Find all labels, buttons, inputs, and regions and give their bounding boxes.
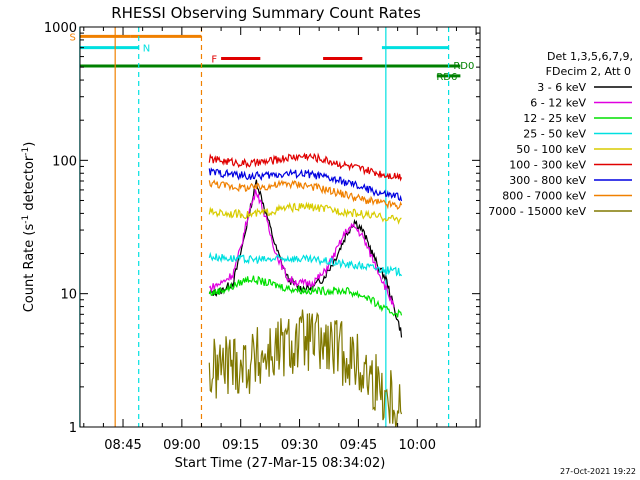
series-line-50-100-kev [208,201,402,225]
flag-label-n: N [143,44,150,55]
y-label-part3: ) [22,142,37,147]
x-tick-label: 08:45 [104,438,141,453]
y-tick-label: 100 [52,154,77,169]
legend-label-300-800-kev: 300 - 800 keV [509,174,586,187]
legend: Det 1,3,5,6,7,9, FDecim 2, Att 0 3 - 6 k… [488,50,633,218]
legend-label-100-300-kev: 100 - 300 keV [509,159,586,172]
flag-label-rd0: RD0 [453,61,474,72]
series-line-6-12-kev [208,189,395,308]
x-tick-label: 09:30 [281,438,318,453]
y-axis-label: Count Rate (s-1 detector-1) [21,142,37,313]
legend-header-detectors: Det 1,3,5,6,7,9, [547,50,633,63]
series-line-300-800-kev [208,167,403,202]
x-tick-label: 10:00 [399,438,436,453]
y-label-part2: detector [22,155,37,215]
series-line-800-7000-kev [208,179,403,210]
series-line-25-50-kev [208,251,403,277]
flag-label-f: F [211,55,217,66]
plot-frame [79,26,481,428]
x-tick-label: 09:45 [340,438,377,453]
y-label-sup1: -1 [21,215,31,224]
series-line-7000-15000-kev [208,309,403,428]
flag-label-s: S [70,32,76,43]
legend-label-3-6-kev: 3 - 6 keV [537,81,586,94]
x-axis-label: Start Time (27-Mar-15 08:34:02) [175,456,386,471]
legend-label-7000-15000-kev: 7000 - 15000 keV [488,205,586,218]
event-vertical-lines [79,27,450,427]
flag-label-rd6: RD6 [436,72,457,83]
x-tick-label: 09:00 [163,438,200,453]
y-label-sup2: -1 [21,147,31,156]
x-tick-label: 09:15 [222,438,259,453]
legend-label-50-100-kev: 50 - 100 keV [516,143,586,156]
x-axis: 08:45 09:00 09:15 09:30 09:45 10:00 [83,27,477,453]
legend-label-12-25-kev: 12 - 25 keV [523,112,586,125]
y-axis: 1 10 100 1000 [44,21,480,436]
legend-header-decim: FDecim 2, Att 0 [546,65,631,78]
legend-label-25-50-kev: 25 - 50 keV [523,128,586,141]
y-tick-label: 1000 [44,21,77,36]
legend-label-800-7000-kev: 800 - 7000 keV [502,190,586,203]
series-line-100-300-kev [208,152,403,182]
chart-title: RHESSI Observing Summary Count Rates [111,4,421,22]
footer-timestamp: 27-Oct-2021 19:22 [560,467,636,476]
y-tick-label: 1 [69,421,77,436]
y-tick-label: 10 [60,288,77,303]
legend-label-6-12-kev: 6 - 12 keV [530,97,586,110]
series-group [208,152,403,428]
y-label-part1: Count Rate (s [22,224,37,313]
legend-entries: 3 - 6 keV 6 - 12 keV 12 - 25 keV 25 - 50 ke… [488,81,632,218]
series-line-12-25-kev [208,275,403,318]
